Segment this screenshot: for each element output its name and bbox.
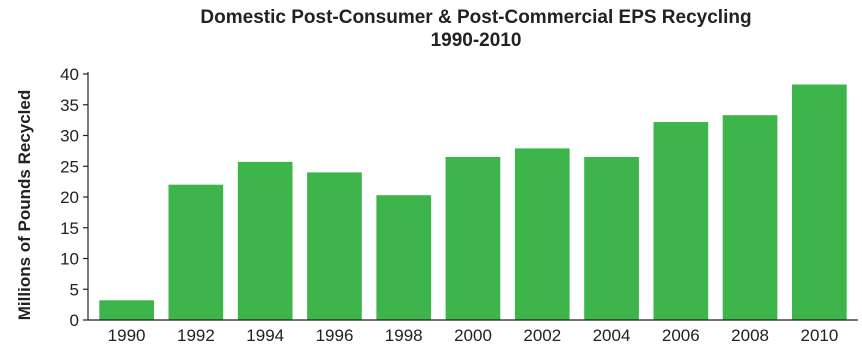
y-tick-label: 40: [60, 65, 79, 84]
x-tick-label: 2000: [454, 326, 492, 345]
bar-2010: [792, 84, 847, 320]
x-tick-label: 1996: [316, 326, 354, 345]
bar-1994: [237, 161, 293, 320]
y-tick-label: 25: [60, 157, 79, 176]
bar-2006: [653, 122, 709, 320]
y-tick-label: 10: [60, 250, 79, 269]
x-tick-label: 1990: [108, 326, 146, 345]
bar-1998: [376, 195, 432, 320]
x-tick-label: 2006: [662, 326, 700, 345]
y-tick-label: 0: [70, 311, 79, 330]
chart-title-block: Domestic Post-Consumer & Post-Commercial…: [90, 6, 862, 52]
y-tick-label: 30: [60, 127, 79, 146]
y-tick-label: 15: [60, 219, 79, 238]
bar-2004: [584, 157, 639, 320]
bar-1996: [307, 172, 362, 320]
x-tick-label: 2004: [593, 326, 631, 345]
x-tick-label: 1992: [177, 326, 215, 345]
bars: [99, 84, 847, 320]
y-tick-label: 5: [70, 280, 79, 299]
x-tick-label: 2008: [731, 326, 769, 345]
y-tick-label: 20: [60, 188, 79, 207]
x-tick-label: 2010: [800, 326, 838, 345]
bar-2000: [445, 157, 501, 320]
chart-subtitle: 1990-2010: [430, 30, 522, 51]
x-tick-label: 2002: [523, 326, 561, 345]
bar-2008: [722, 115, 778, 320]
y-axis: 0 5 10 15 20 25 30 35 40: [60, 65, 89, 330]
bar-2002: [514, 148, 570, 320]
y-tick-label: 35: [60, 96, 79, 115]
bar-1992: [168, 184, 224, 320]
x-tick-label: 1998: [385, 326, 423, 345]
x-tick-label: 1994: [246, 326, 284, 345]
bar-1990: [99, 300, 154, 320]
chart-title: Domestic Post-Consumer & Post-Commercial…: [200, 7, 752, 28]
x-axis: 1990 1992 1994 1996 1998 2000 2002 2004 2006 2008…: [88, 319, 858, 345]
y-axis-title: Millions of Pounds Recycled: [15, 90, 34, 320]
